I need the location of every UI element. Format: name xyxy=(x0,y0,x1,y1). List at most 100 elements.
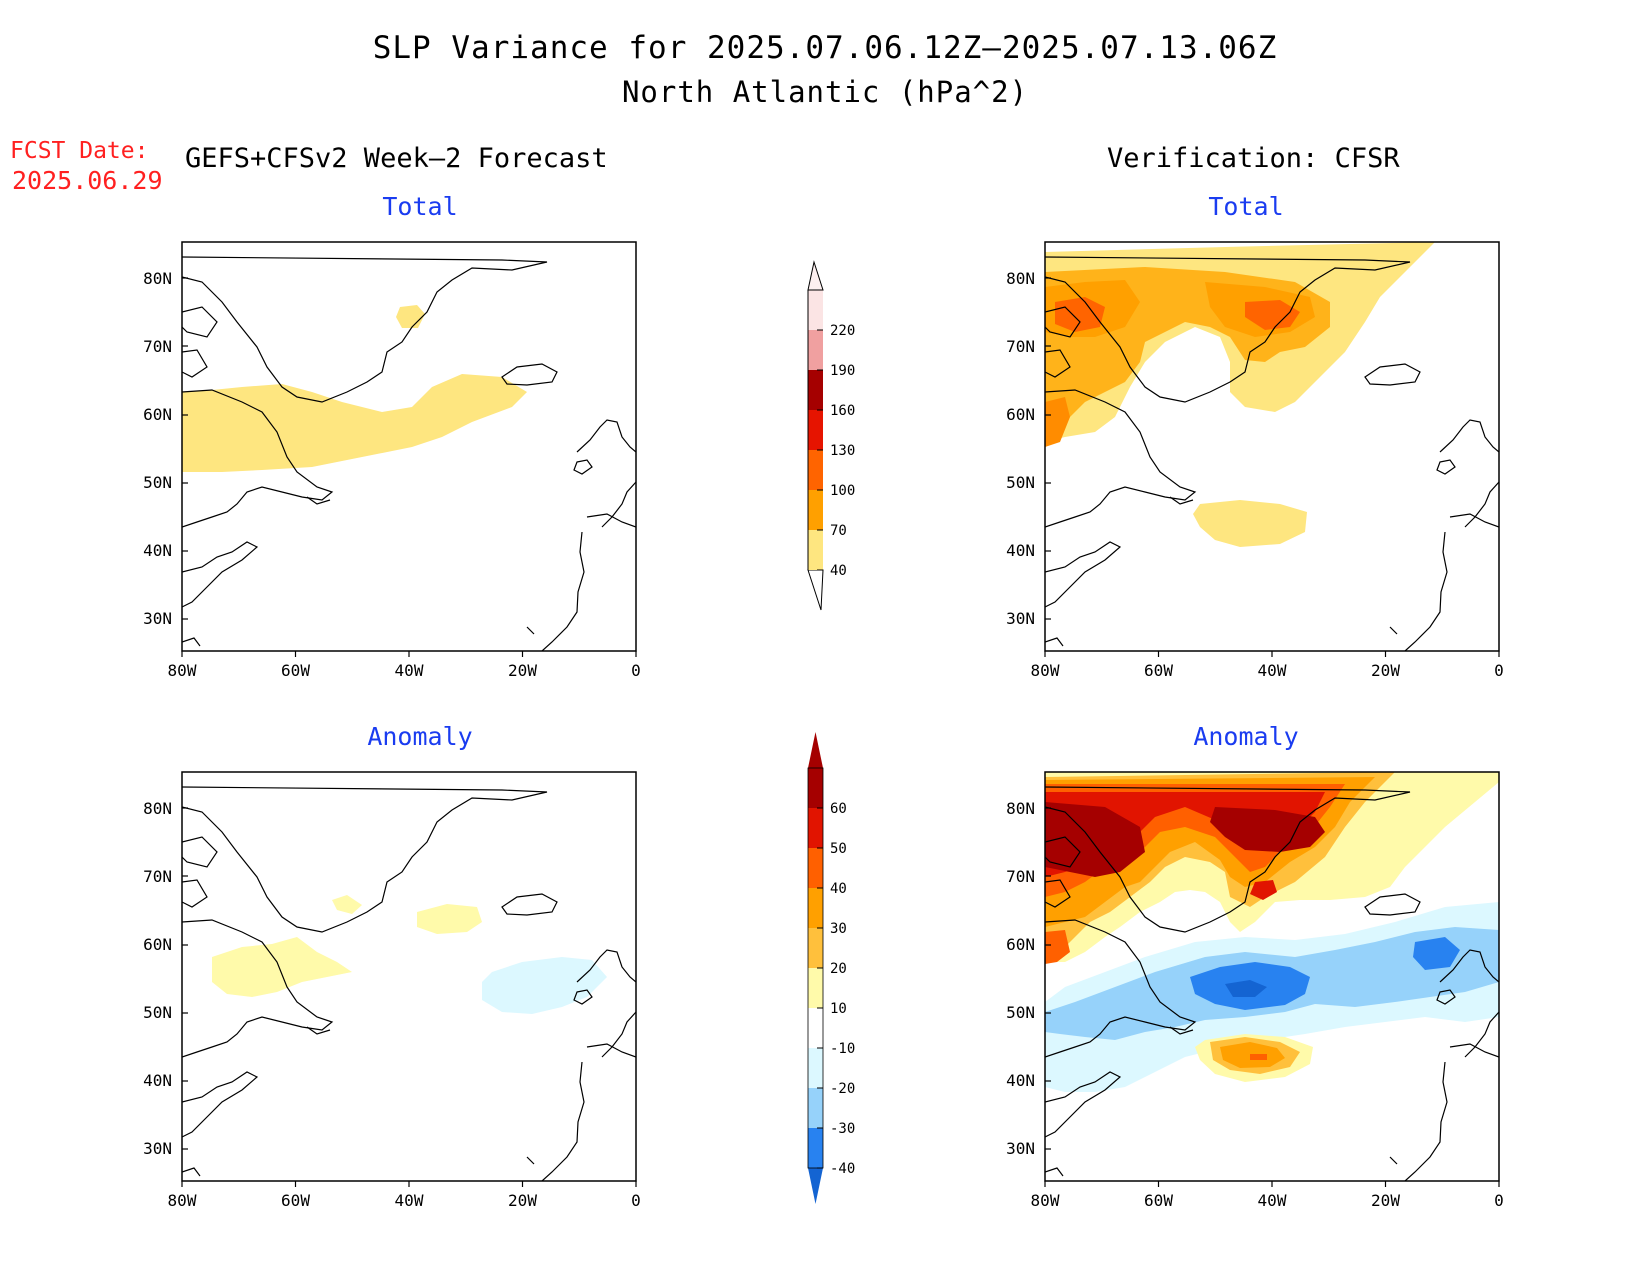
shading-verification-total xyxy=(1045,242,1499,651)
colorbar-level-label: -20 xyxy=(830,1081,855,1097)
map-panel-verification-total xyxy=(1044,241,1500,658)
panel-title-verification-total: Total xyxy=(1208,192,1284,221)
colorbar-swatch xyxy=(808,1048,823,1088)
lon-label: 60W xyxy=(1144,1191,1173,1210)
lon-label: 80W xyxy=(168,1191,197,1210)
colorbar-level-label: 60 xyxy=(830,801,847,817)
panel-title-forecast-total: Total xyxy=(382,192,458,221)
colorbar-tail-low xyxy=(808,1168,823,1204)
colorbar-swatch xyxy=(808,768,823,808)
forecast-date-value: 2025.06.29 xyxy=(12,166,163,195)
lat-label: 70N xyxy=(143,337,172,356)
lon-label: 40W xyxy=(1258,1191,1287,1210)
colorbar-swatch xyxy=(808,410,823,450)
colorbar-swatch xyxy=(808,290,823,330)
lon-label: 60W xyxy=(1144,661,1173,680)
chart-title: SLP Variance for 2025.07.06.12Z–2025.07.… xyxy=(372,30,1278,66)
colorbar-level-label: 10 xyxy=(830,1001,847,1017)
colorbar-tail-high xyxy=(808,732,823,768)
lon-label: 80W xyxy=(168,661,197,680)
colorbar-swatch xyxy=(808,450,823,490)
lon-label: 40W xyxy=(395,661,424,680)
lon-label: 60W xyxy=(281,1191,310,1210)
colorbar-level-label: 40 xyxy=(830,563,847,579)
lon-label: 40W xyxy=(1258,661,1287,680)
lon-label: 20W xyxy=(1371,661,1400,680)
shading-forecast-anomaly xyxy=(182,786,636,1181)
lat-label: 30N xyxy=(143,1139,172,1158)
colorbar-swatch xyxy=(808,848,823,888)
forecast-model-header: GEFS+CFSv2 Week–2 Forecast xyxy=(185,143,608,174)
colorbar-swatch xyxy=(808,490,823,530)
lon-label: 20W xyxy=(508,1191,537,1210)
lat-label: 70N xyxy=(1006,337,1035,356)
colorbar-level-label: 50 xyxy=(830,841,847,857)
map-panel-forecast-total xyxy=(181,241,637,658)
colorbar-level-label: -40 xyxy=(830,1161,855,1177)
colorbar-tail-high xyxy=(807,260,824,291)
colorbar-swatch xyxy=(808,968,823,1008)
lon-label: 60W xyxy=(281,661,310,680)
lon-label: 0 xyxy=(1494,661,1504,680)
lat-label: 30N xyxy=(1006,1139,1035,1158)
colorbar-swatch xyxy=(808,530,823,570)
lat-label: 60N xyxy=(1006,405,1035,424)
colorbar-swatch xyxy=(808,1008,823,1048)
lon-label: 40W xyxy=(395,1191,424,1210)
lat-label: 40N xyxy=(1006,541,1035,560)
panel-title-verification-anomaly: Anomaly xyxy=(1193,722,1299,751)
lat-label: 60N xyxy=(143,935,172,954)
colorbar-swatch xyxy=(808,928,823,968)
lon-label: 20W xyxy=(1371,1191,1400,1210)
lat-label: 80N xyxy=(143,269,172,288)
lon-label: 0 xyxy=(631,1191,641,1210)
map-panel-forecast-anomaly xyxy=(181,771,637,1188)
lat-label: 60N xyxy=(1006,935,1035,954)
verification-header: Verification: CFSR xyxy=(1107,143,1400,174)
panel-title-forecast-anomaly: Anomaly xyxy=(367,722,473,751)
colorbar-level-label: 70 xyxy=(830,523,847,539)
lat-label: 80N xyxy=(1006,799,1035,818)
lat-label: 40N xyxy=(143,541,172,560)
lat-label: 50N xyxy=(1006,1003,1035,1022)
lat-label: 80N xyxy=(143,799,172,818)
colorbar-level-label: 130 xyxy=(830,443,855,459)
colorbar-level-label: 100 xyxy=(830,483,855,499)
lon-label: 20W xyxy=(508,661,537,680)
lat-label: 50N xyxy=(1006,473,1035,492)
lat-label: 70N xyxy=(143,867,172,886)
forecast-date-label: FCST Date: xyxy=(10,138,149,164)
colorbar-total: 40 70 100 130 160 190 220 xyxy=(807,260,855,611)
colorbar-level-label: 190 xyxy=(830,363,855,379)
colorbar-tail-low xyxy=(807,569,824,611)
lat-label: 50N xyxy=(143,1003,172,1022)
colorbar-swatch xyxy=(808,370,823,410)
colorbar-level-label: -10 xyxy=(830,1041,855,1057)
longitude-labels: 80W 60W 40W 20W 0 80W 60W 40W 20W 0 80W … xyxy=(168,661,1504,1210)
colorbar-level-label: 160 xyxy=(830,403,855,419)
map-panel-verification-anomaly xyxy=(1044,771,1500,1188)
colorbar-anomaly: -40 -30 -20 -10 10 20 30 40 50 60 xyxy=(807,732,855,1204)
lon-label: 0 xyxy=(1494,1191,1504,1210)
lat-label: 80N xyxy=(1006,269,1035,288)
lat-label: 30N xyxy=(143,609,172,628)
shading-forecast-total xyxy=(182,256,636,651)
colorbar-swatch xyxy=(808,1128,823,1168)
chart-subtitle: North Atlantic (hPa^2) xyxy=(621,75,1029,109)
lat-label: 40N xyxy=(1006,1071,1035,1090)
colorbar-level-label: 220 xyxy=(830,323,855,339)
lat-label: 30N xyxy=(1006,609,1035,628)
lat-label: 50N xyxy=(143,473,172,492)
lat-label: 70N xyxy=(1006,867,1035,886)
lon-label: 80W xyxy=(1031,1191,1060,1210)
colorbar-level-label: 20 xyxy=(830,961,847,977)
colorbar-level-label: 30 xyxy=(830,921,847,937)
colorbar-level-label: 40 xyxy=(830,881,847,897)
colorbar-swatch xyxy=(808,888,823,928)
lon-label: 0 xyxy=(631,661,641,680)
lat-label: 40N xyxy=(143,1071,172,1090)
shading-verification-anomaly xyxy=(1045,772,1499,1181)
lat-label: 60N xyxy=(143,405,172,424)
colorbar-swatch xyxy=(808,330,823,370)
